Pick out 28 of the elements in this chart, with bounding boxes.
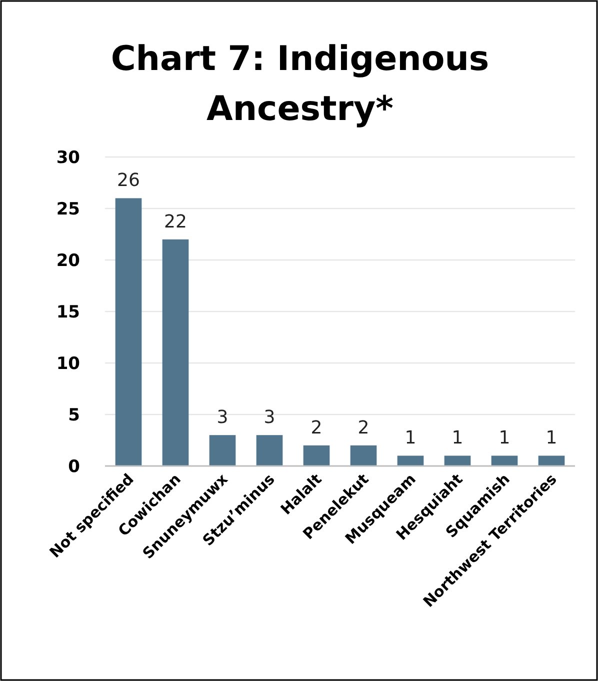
y-tick-label: 0 bbox=[68, 457, 80, 477]
bar bbox=[303, 445, 330, 466]
data-label: 1 bbox=[404, 428, 416, 449]
bar bbox=[444, 456, 471, 466]
data-label: 1 bbox=[546, 428, 558, 449]
bar bbox=[162, 239, 189, 466]
data-label: 1 bbox=[452, 428, 464, 449]
bar bbox=[538, 456, 565, 466]
y-tick-label: 5 bbox=[68, 406, 80, 426]
data-label: 2 bbox=[310, 417, 322, 438]
y-tick-label: 30 bbox=[56, 148, 80, 168]
data-label: 1 bbox=[498, 428, 510, 449]
y-tick-label: 25 bbox=[56, 200, 80, 220]
data-label: 26 bbox=[117, 170, 140, 192]
y-tick-label: 10 bbox=[56, 354, 80, 374]
data-label: 3 bbox=[216, 407, 228, 428]
data-label: 3 bbox=[264, 407, 276, 428]
bar bbox=[256, 435, 283, 466]
data-label: 22 bbox=[164, 211, 187, 232]
data-label: 2 bbox=[358, 417, 370, 438]
chart-title: Chart 7: Indigenous Ancestry* bbox=[110, 39, 490, 129]
bar bbox=[397, 456, 424, 466]
bar bbox=[115, 198, 142, 466]
bar bbox=[209, 435, 236, 466]
y-tick-label: 20 bbox=[56, 251, 80, 271]
bar bbox=[491, 456, 518, 466]
bar bbox=[350, 445, 377, 466]
y-tick-label: 15 bbox=[56, 302, 80, 322]
